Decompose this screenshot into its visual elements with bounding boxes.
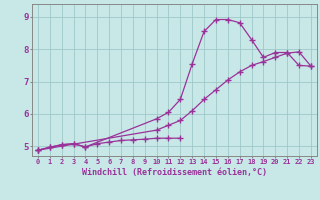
X-axis label: Windchill (Refroidissement éolien,°C): Windchill (Refroidissement éolien,°C) <box>82 168 267 177</box>
